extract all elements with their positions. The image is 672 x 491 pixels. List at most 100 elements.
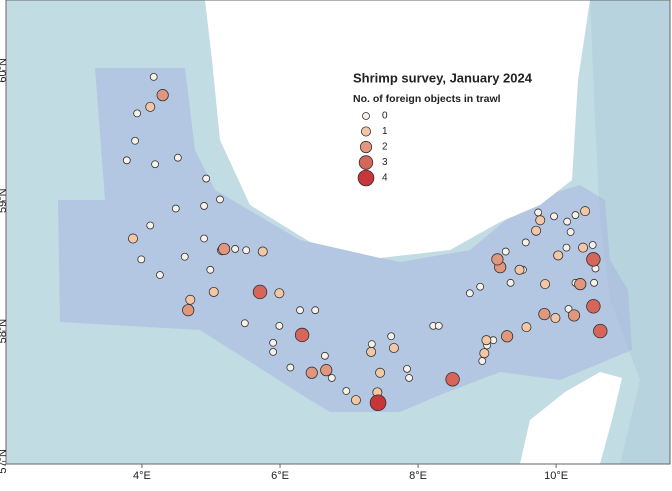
survey-point [550,313,561,324]
survey-point [275,321,284,330]
survey-point [465,289,474,298]
survey-point [479,348,490,359]
survey-point [185,294,196,305]
survey-point [481,335,492,346]
survey-point [521,322,532,333]
map-frame [5,0,671,465]
basemap [6,0,670,464]
survey-point [578,242,589,253]
survey-point [216,195,224,204]
survey-point [122,156,131,165]
x-tick-label: 8°E [409,470,427,482]
survey-point [180,252,189,261]
legend-label: 1 [382,126,388,137]
survey-point [231,245,240,253]
legend-label: 2 [382,142,388,153]
survey-point [240,319,249,328]
survey-point [387,332,396,341]
legend-title: No. of foreign objects in trawl [353,93,501,105]
survey-point [403,364,411,373]
survey-point [369,394,387,412]
survey-point [567,309,581,322]
survey-point [182,304,195,317]
survey-point [133,109,142,118]
y-tick-label: 59°N [0,188,9,213]
survey-point [274,288,285,299]
y-tick-label: 58°N [0,319,9,344]
survey-point [514,264,525,275]
survey-point [206,265,215,274]
survey-point [128,233,139,244]
survey-point [320,351,329,360]
survey-point [131,136,139,145]
survey-point [257,246,268,257]
survey-point [553,250,564,261]
survey-point [586,299,601,314]
survey-point [388,342,399,353]
survey-point [538,308,551,321]
survey-point [590,278,598,287]
survey-point [550,212,558,221]
survey-point [574,278,587,291]
survey-point [311,306,320,315]
survey-point [531,225,542,236]
survey-point [571,211,580,219]
map-title: Shrimp survey, January 2024 [353,70,533,85]
survey-point [146,221,155,230]
survey-point [202,174,211,183]
survey-point [151,160,159,169]
survey-point [566,228,575,236]
x-tick-label: 10°E [544,470,568,482]
survey-point [269,348,278,356]
x-tick-label: 4°E [133,470,151,482]
survey-point [200,234,208,243]
survey-point [156,271,164,279]
survey-point [350,395,361,406]
survey-point [137,255,146,264]
survey-point [478,357,487,365]
survey-point [501,330,514,343]
survey-point [305,366,318,379]
survey-point [200,202,208,210]
survey-point [534,208,543,217]
survey-point [327,374,336,382]
survey-point [286,363,295,372]
survey-point [342,387,351,395]
survey-point [242,246,251,255]
survey-point [540,279,551,290]
survey-point [580,206,591,217]
survey-point [563,217,572,226]
survey-point [434,321,443,330]
survey-point [296,306,304,315]
survey-point [521,238,530,247]
survey-point [491,253,504,266]
survey-point [149,72,158,81]
y-tick-label: 57°N [0,449,9,474]
survey-point [208,286,219,297]
survey-point [593,323,608,339]
survey-point [252,284,268,300]
survey-point [145,101,156,112]
survey-point [405,374,413,382]
x-tick-label: 6°E [271,470,289,482]
survey-point [173,153,182,162]
legend-label: 0 [382,111,388,122]
survey-point [535,215,546,226]
survey-point [156,89,169,102]
y-tick-label: 60°N [0,58,9,83]
survey-point [476,282,485,291]
survey-point [588,241,597,249]
survey-point [294,327,310,343]
survey-point [445,372,460,387]
legend-marker [359,140,373,154]
survey-point [218,242,231,256]
legend-label: 3 [382,157,388,168]
legend-marker [362,112,370,120]
survey-point [171,204,180,213]
survey-point [506,278,515,287]
survey-point [367,340,376,348]
survey-point [320,364,333,377]
legend-marker [358,155,374,170]
survey-point [366,346,377,357]
survey-point [269,338,278,347]
